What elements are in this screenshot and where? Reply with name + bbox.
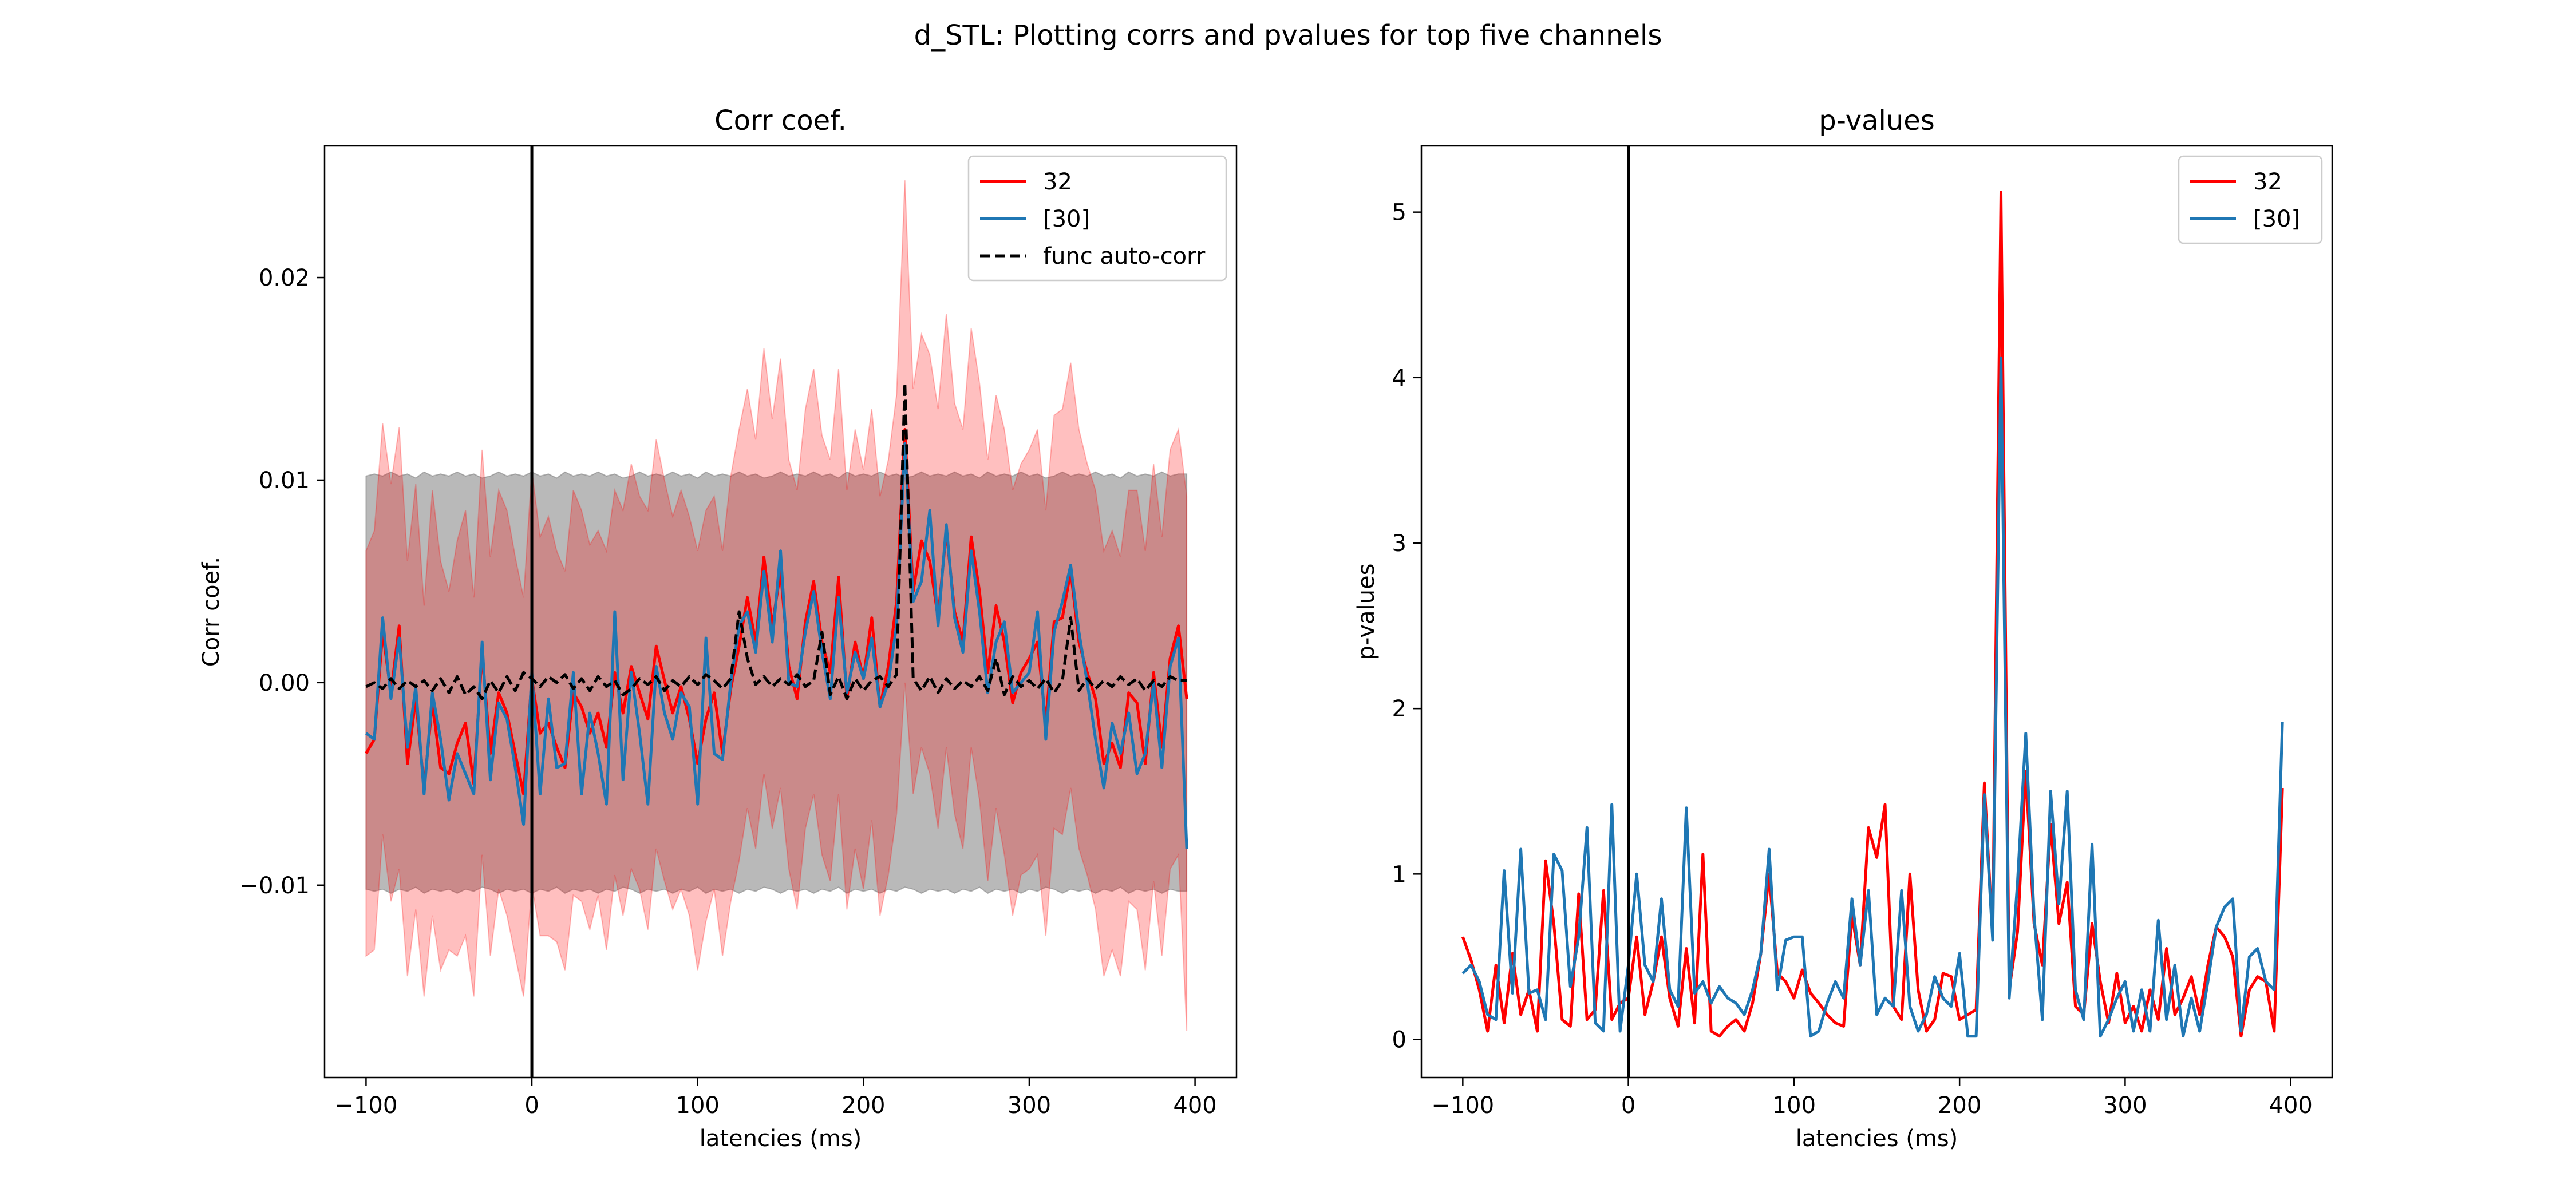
y-tick-label: 4 (1392, 365, 1406, 391)
y-tick-label: −0.01 (239, 873, 310, 899)
x-axis-label: latencies (ms) (700, 1126, 862, 1152)
legend-box (967, 155, 1227, 282)
y-tick-label: 3 (1392, 530, 1406, 557)
y-tick-label: 5 (1392, 200, 1406, 226)
y-tick-label: 0.00 (259, 670, 310, 696)
legend-label-1: [30] (1043, 206, 1090, 232)
axes-title: Corr coef. (714, 105, 847, 137)
legend: 32 [30] func auto-corr (967, 155, 1227, 282)
x-axis-label: latencies (ms) (1796, 1126, 1958, 1152)
x-tick-label: 100 (1772, 1092, 1816, 1119)
x-tick-label: −100 (1431, 1092, 1494, 1119)
x-tick-label: 200 (841, 1092, 885, 1119)
y-axis-label: p-values (1353, 564, 1380, 660)
x-tick-label: 0 (1621, 1092, 1635, 1119)
axes-frame (1420, 145, 2333, 1079)
y-tick-label: 1 (1392, 861, 1406, 888)
legend-box (2178, 155, 2323, 244)
x-tick-label: 300 (1008, 1092, 1051, 1119)
series-line-2 (365, 381, 1187, 700)
x-tick-label: 0 (524, 1092, 539, 1119)
series-line-0 (1461, 191, 2284, 1038)
x-tick-label: 100 (676, 1092, 720, 1119)
figure-suptitle: d_STL: Plotting corrs and pvalues for to… (914, 19, 1662, 52)
legend-label-1: [30] (2253, 206, 2300, 232)
x-tick-label: −100 (334, 1092, 397, 1119)
x-tick-label: 300 (2103, 1092, 2147, 1119)
legend-label-2: func auto-corr (1043, 243, 1206, 270)
series-line-1 (1461, 356, 2284, 1038)
x-tick-label: 200 (1938, 1092, 1981, 1119)
legend-label-0: 32 (1043, 169, 1072, 195)
p-values-axes: −100 0 100 200 300 400 0 1 2 3 4 5 p-values latencies… (1353, 105, 2333, 1152)
y-tick-label: 0.02 (259, 265, 310, 291)
legend: 32 [30] (2178, 155, 2323, 244)
legend-label-0: 32 (2253, 169, 2282, 195)
axes-frame (323, 145, 1238, 1079)
x-tick-label: 400 (1173, 1092, 1216, 1119)
plot-area (365, 180, 1188, 1031)
y-tick-label: 2 (1392, 696, 1406, 722)
y-tick-label: 0.01 (259, 468, 310, 494)
plot-area (1461, 191, 2284, 1038)
x-tick-label: 400 (2269, 1092, 2313, 1119)
y-tick-label: 0 (1392, 1027, 1406, 1053)
y-axis-label: Corr coef. (198, 557, 224, 667)
corr-coef-axes: −100 0 100 200 300 400 −0.01 0.00 0.01 0.02 Corr c… (198, 105, 1238, 1152)
axes-title: p-values (1819, 105, 1935, 137)
